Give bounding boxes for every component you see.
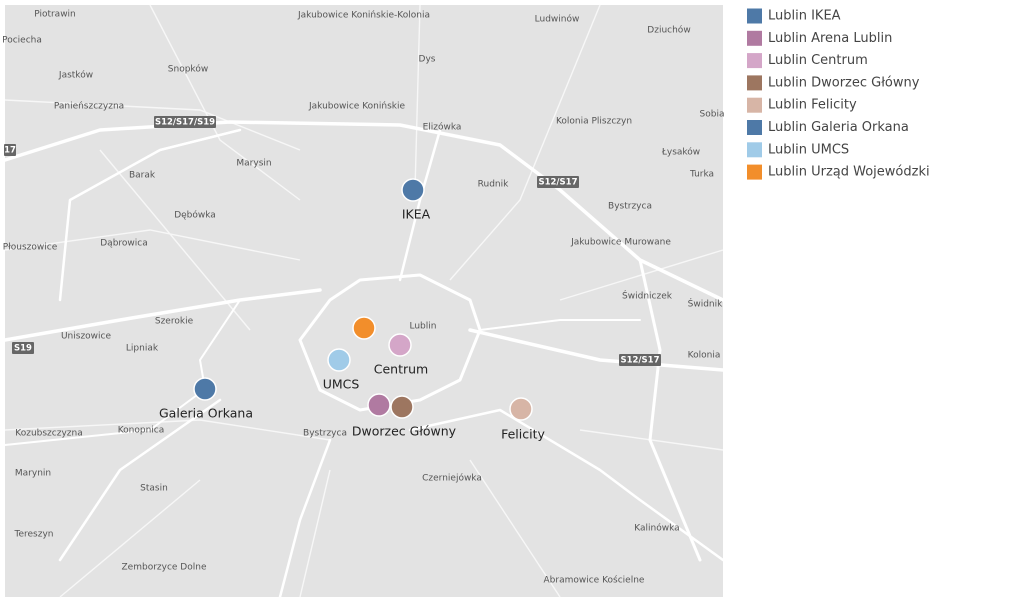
location-marker xyxy=(327,348,351,372)
legend-swatch xyxy=(747,142,762,158)
location-marker xyxy=(388,333,412,357)
road-shield-label: 17 xyxy=(4,146,16,156)
place-label: Uniszowice xyxy=(61,332,112,342)
place-label: Barak xyxy=(129,171,156,181)
place-label: Konopnica xyxy=(118,426,165,436)
place-label: Jakubowice Murowane xyxy=(570,238,671,248)
location-markers: IKEA Centrum Dworzec Główny Felicity Galeria… xyxy=(159,178,545,442)
place-label: Lipniak xyxy=(126,344,159,354)
location-label: IKEA xyxy=(402,207,431,222)
location-marker xyxy=(509,397,533,421)
place-label: Kolonia xyxy=(688,351,721,361)
place-label: Zemborzyce Dolne xyxy=(122,563,207,573)
road-shield xyxy=(12,342,34,354)
place-label: Świdniczek xyxy=(622,290,673,302)
location-marker xyxy=(401,178,425,202)
place-label: Kozubszczyzna xyxy=(15,429,82,439)
road-shields: S12/S17/S19 17 S12/S17 S19 S12/S17 xyxy=(4,116,661,366)
place-label: Jakubowice Konińskie-Kolonia xyxy=(297,11,430,21)
location-marker xyxy=(193,377,217,401)
place-label: Turka xyxy=(689,170,714,180)
location-marker xyxy=(390,395,414,419)
place-label: Panieńszczyzna xyxy=(54,102,124,112)
legend-swatch xyxy=(747,30,762,46)
place-label: Piotrawin xyxy=(34,10,76,20)
road-shield xyxy=(154,116,216,128)
place-label: Marynin xyxy=(15,469,51,479)
place-label: Abramowice Kościelne xyxy=(544,575,645,586)
location-marker xyxy=(352,316,376,340)
place-label: Jastków xyxy=(58,70,93,81)
place-label: Elizówka xyxy=(423,122,462,133)
place-label: Tereszyn xyxy=(14,530,54,540)
location-label: Centrum xyxy=(374,362,428,377)
legend-swatch xyxy=(747,164,762,180)
legend-label: Lublin Felicity xyxy=(768,98,857,113)
road-shield-label: S12/S17 xyxy=(620,356,659,366)
location-marker xyxy=(367,393,391,417)
place-label: Pociecha xyxy=(2,36,42,46)
place-label: Marysin xyxy=(236,159,271,169)
location-label: Dworzec Główny xyxy=(352,424,457,439)
location-label: Felicity xyxy=(501,427,545,442)
legend-label: Lublin UMCS xyxy=(768,142,849,157)
place-label: Kolonia Pliszczyn xyxy=(556,117,632,127)
legend-swatch xyxy=(747,53,762,69)
place-label: Bystrzyca xyxy=(608,202,652,212)
place-label: Bystrzyca xyxy=(303,429,347,439)
place-label: Dąbrowica xyxy=(100,239,148,249)
place-label: Snopków xyxy=(168,64,208,75)
place-label: Płouszowice xyxy=(3,243,58,253)
place-label: Jakubowice Konińskie xyxy=(308,102,406,112)
place-label: Dębówka xyxy=(174,210,216,221)
legend-swatch xyxy=(747,75,762,91)
place-label: Sobia xyxy=(700,110,725,120)
legend-label: Lublin Dworzec Główny xyxy=(768,75,920,90)
place-label: Dziuchów xyxy=(647,25,690,36)
place-label: Lublin xyxy=(410,322,437,332)
road-shield-label: S12/S17 xyxy=(538,178,577,188)
place-label: Rudnik xyxy=(478,180,509,190)
legend-label: Lublin Centrum xyxy=(768,53,868,68)
location-label: UMCS xyxy=(323,377,360,392)
legend: Lublin IKEA Lublin Arena Lublin Lublin Cen… xyxy=(747,8,930,180)
place-label: Ludwinów xyxy=(535,14,580,25)
road-shield xyxy=(619,354,661,366)
place-label: Dys xyxy=(419,55,436,65)
map-background xyxy=(5,5,723,597)
legend-swatch xyxy=(747,97,762,113)
legend-label: Lublin Urząd Wojewódzki xyxy=(768,165,930,180)
place-labels: Piotrawin Jakubowice Konińskie-Kolonia Lud… xyxy=(2,10,724,586)
place-label: Stasin xyxy=(140,484,168,494)
location-label: Galeria Orkana xyxy=(159,406,253,421)
place-label: Szerokie xyxy=(155,317,194,327)
road-shield xyxy=(4,144,16,156)
legend-label: Lublin IKEA xyxy=(768,9,841,24)
road-shield-label: S12/S17/S19 xyxy=(155,118,215,128)
road-shield xyxy=(537,176,579,188)
legend-label: Lublin Galeria Orkana xyxy=(768,120,909,135)
legend-label: Lublin Arena Lublin xyxy=(768,31,892,46)
legend-swatch xyxy=(747,120,762,135)
place-label: Łysaków xyxy=(661,147,700,158)
place-label: Czerniejówka xyxy=(422,473,482,484)
place-label: Świdnik xyxy=(688,298,723,310)
place-label: Kalinówka xyxy=(634,523,679,534)
road-shield-label: S19 xyxy=(14,344,32,354)
legend-swatch xyxy=(747,8,762,24)
